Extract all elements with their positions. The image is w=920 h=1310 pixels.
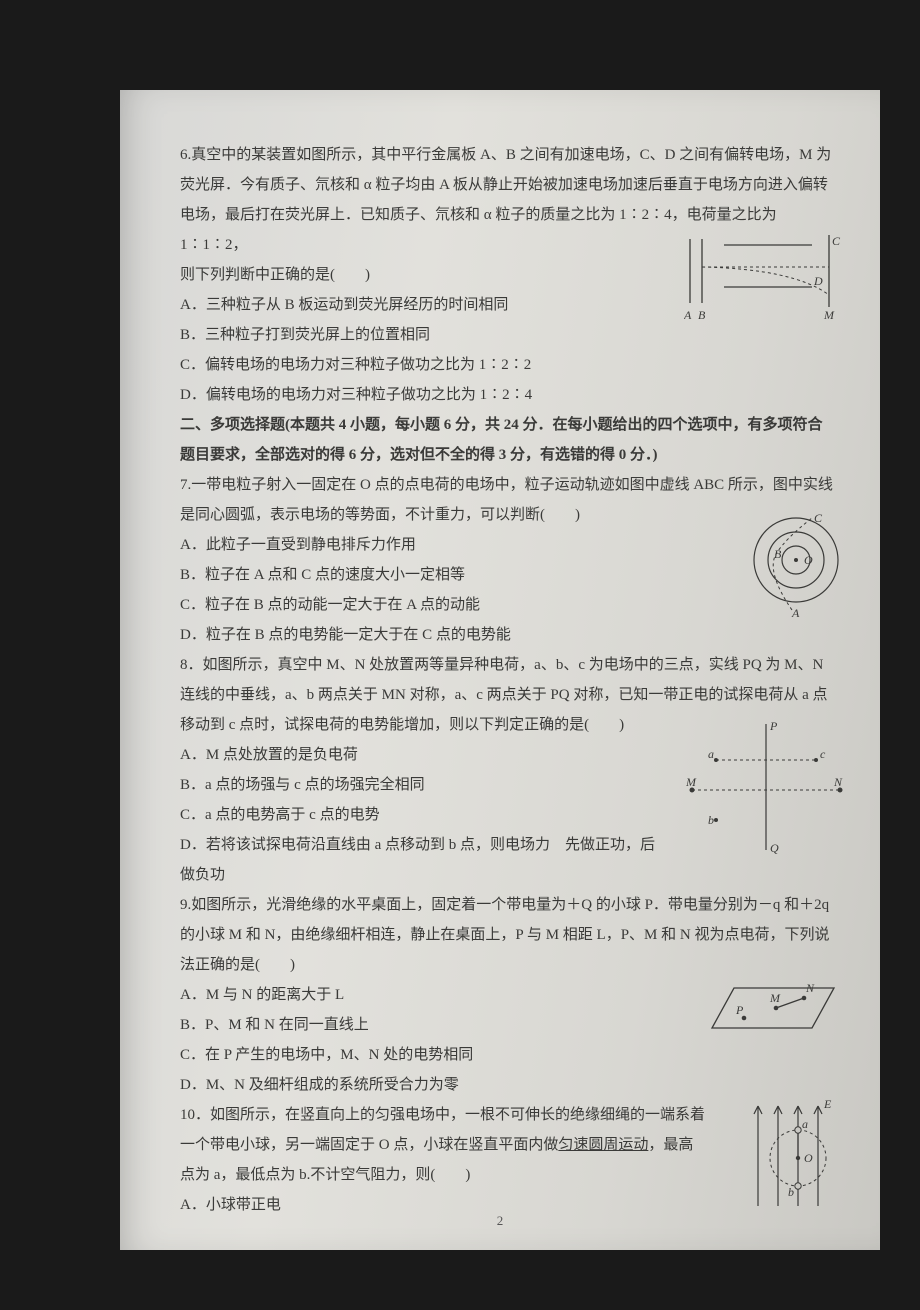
q8-label-p: P — [769, 720, 778, 733]
q9-label-n: N — [805, 981, 815, 995]
q8-label-n: N — [833, 775, 843, 789]
q6-stem-line: 荧光屏．今有质子、氘核和 α 粒子均由 A 板从静止开始被加速电场加速后垂直于电… — [180, 170, 840, 200]
q7-label-c: C — [814, 511, 823, 525]
q6-block: 6.真空中的某装置如图所示，其中平行金属板 A、B 之间有加速电场，C、D 之间… — [180, 140, 840, 410]
q10-label-e: E — [823, 1097, 832, 1111]
q10-stem-line: 点为 a，最低点为 b.不计空气阻力，则( ) — [180, 1160, 840, 1190]
q9-opt-c: C．在 P 产生的电场中，M、N 处的电势相同 — [180, 1040, 840, 1070]
q9-opt-d: D．M、N 及细杆组成的系统所受合力为零 — [180, 1070, 840, 1100]
q10-label-a: a — [802, 1117, 808, 1131]
q6-stem-line: 6.真空中的某装置如图所示，其中平行金属板 A、B 之间有加速电场，C、D 之间… — [180, 140, 840, 170]
q6-opt-d: D．偏转电场的电场力对三种粒子做功之比为 1∶2∶4 — [180, 380, 840, 410]
q8-label-q: Q — [770, 841, 779, 855]
q7-figure: A B C O — [734, 510, 844, 620]
q10-stem-part2: ，最高 — [648, 1137, 693, 1153]
q9-figure: P M N — [694, 978, 844, 1040]
q6-label-d: D — [813, 274, 823, 288]
q7-stem-line: 7.一带电粒子射入一固定在 O 点的点电荷的电场中，粒子运动轨迹如图中虚线 AB… — [180, 470, 840, 500]
q8-stem-line: 连线的中垂线，a、b 两点关于 MN 对称，a、c 两点关于 PQ 对称，已知一… — [180, 680, 840, 710]
q6-label-c: C — [832, 235, 841, 248]
section2-title-2: 题目要求，全部选对的得 6 分，选对但不全的得 3 分，有选错的得 0 分．) — [180, 440, 840, 470]
q6-label-m: M — [823, 308, 835, 322]
q9-block: 9.如图所示，光滑绝缘的水平桌面上，固定着一个带电量为＋Q 的小球 P．带电量分… — [180, 890, 840, 1100]
q6-opt-c: C．偏转电场的电场力对三种粒子做功之比为 1∶2∶2 — [180, 350, 840, 380]
section2-title-1: 二、多项选择题(本题共 4 小题，每小题 6 分，共 24 分．在每小题给出的四… — [180, 410, 840, 440]
q10-underline: 匀速圆周运动 — [558, 1137, 648, 1153]
q6-figure: A B C D M — [684, 235, 844, 327]
q8-label-m: M — [686, 775, 697, 789]
q10-label-b: b — [788, 1185, 794, 1199]
q8-label-b: b — [708, 813, 714, 827]
q10-opt-a: A．小球带正电 — [180, 1190, 840, 1220]
q8-block: 8．如图所示，真空中 M、N 处放置两等量异种电荷，a、b、c 为电场中的三点，… — [180, 650, 840, 890]
exam-page: 6.真空中的某装置如图所示，其中平行金属板 A、B 之间有加速电场，C、D 之间… — [120, 90, 880, 1250]
q8-label-a: a — [708, 747, 714, 761]
q9-stem-line: 的小球 M 和 N，由绝缘细杆相连，静止在桌面上，P 与 M 相距 L，P、M … — [180, 920, 840, 950]
q9-label-p: P — [735, 1003, 744, 1017]
q7-label-b: B — [774, 547, 782, 561]
q7-opt-d: D．粒子在 B 点的电势能一定大于在 C 点的电势能 — [180, 620, 840, 650]
q6-label-b: B — [698, 308, 706, 322]
q9-stem-line: 法正确的是( ) — [180, 950, 840, 980]
q7-block: 7.一带电粒子射入一固定在 O 点的点电荷的电场中，粒子运动轨迹如图中虚线 AB… — [180, 470, 840, 650]
q10-block: 10．如图所示，在竖直向上的匀强电场中，一根不可伸长的绝缘细绳的一端系着 一个带… — [180, 1100, 840, 1220]
q8-opt-d2: 做负功 — [180, 860, 840, 890]
page-number: 2 — [497, 1208, 504, 1234]
q10-stem-line-inline: 一个带电小球，另一端固定于 O 点，小球在竖直平面内做匀速圆周运动，最高 — [180, 1130, 840, 1160]
q8-stem-line: 8．如图所示，真空中 M、N 处放置两等量异种电荷，a、b、c 为电场中的三点，… — [180, 650, 840, 680]
q10-stem-line: 10．如图所示，在竖直向上的匀强电场中，一根不可伸长的绝缘细绳的一端系着 — [180, 1100, 840, 1130]
q8-figure: P Q M N a c b — [686, 720, 846, 860]
q7-label-a: A — [791, 606, 800, 620]
q6-label-a: A — [684, 308, 692, 322]
q8-label-c: c — [820, 747, 826, 761]
q9-stem-line: 9.如图所示，光滑绝缘的水平桌面上，固定着一个带电量为＋Q 的小球 P．带电量分… — [180, 890, 840, 920]
q10-figure: E O a b — [744, 1094, 844, 1214]
q10-label-o: O — [804, 1151, 813, 1165]
q7-label-o: O — [804, 553, 813, 567]
q10-stem-part: 一个带电小球，另一端固定于 O 点，小球在竖直平面内做 — [180, 1137, 558, 1153]
q9-label-m: M — [769, 991, 781, 1005]
